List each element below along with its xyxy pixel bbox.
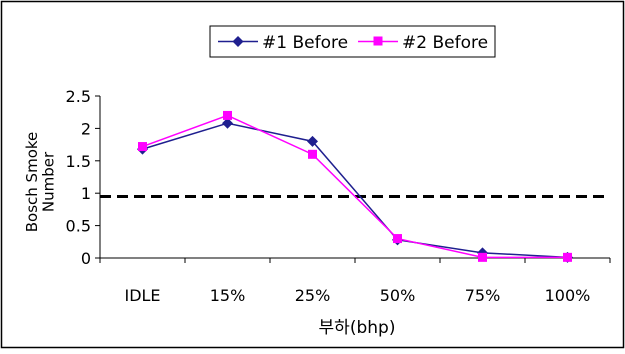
y-tick-label: 1.5 (66, 152, 91, 171)
legend-marker-series-1 (232, 36, 244, 47)
x-axis-label: 부하(bhp) (319, 318, 396, 338)
data-point-series-2 (308, 149, 317, 159)
data-point-series-1 (222, 117, 233, 129)
data-point-series-2 (478, 252, 487, 262)
series-group (137, 110, 573, 263)
x-tick-label: 100% (545, 286, 591, 305)
y-tick-label: 2.5 (66, 87, 91, 106)
data-point-series-2 (138, 142, 147, 152)
series-line-1 (142, 122, 568, 259)
y-axis-label: Bosch SmokeNumber (23, 132, 58, 233)
x-tick-label: 75% (465, 286, 501, 305)
data-point-series-2 (563, 252, 572, 262)
data-point-series-1 (477, 247, 488, 259)
data-point-series-2 (223, 110, 232, 120)
y-tick-label: 1 (81, 184, 91, 203)
legend-label-series-1: #1 Before (262, 33, 348, 53)
y-tick-label: 0 (81, 249, 91, 268)
y-axis-label-line-2: Number (40, 151, 58, 212)
legend-label-series-2: #2 Before (402, 33, 488, 53)
legend: #1 Before #2 Before (209, 25, 496, 58)
y-tick-label: 2 (81, 119, 91, 138)
x-tick-label: 50% (380, 286, 416, 305)
y-axis-title: Bosch SmokeNumber (23, 132, 58, 233)
legend-marker-series-2 (373, 36, 383, 46)
x-tick-label: IDLE (124, 286, 160, 305)
y-axis-label-line-1: Bosch Smoke (23, 132, 41, 233)
x-tick-label: 15% (210, 286, 246, 305)
x-tick-label: 25% (295, 286, 331, 305)
series-line-2 (142, 114, 568, 259)
x-ticks: IDLE 15% 25% 50% 75% 100% (99, 258, 611, 305)
data-point-series-2 (393, 234, 402, 244)
plot-area: 0 0.5 1 1.5 2 2.5 IDLE 15% 25% 50% 75% 100% (66, 87, 611, 305)
y-ticks: 0 0.5 1 1.5 2 2.5 (66, 87, 100, 268)
y-tick-label: 0.5 (66, 217, 91, 236)
data-point-series-1 (307, 135, 318, 147)
